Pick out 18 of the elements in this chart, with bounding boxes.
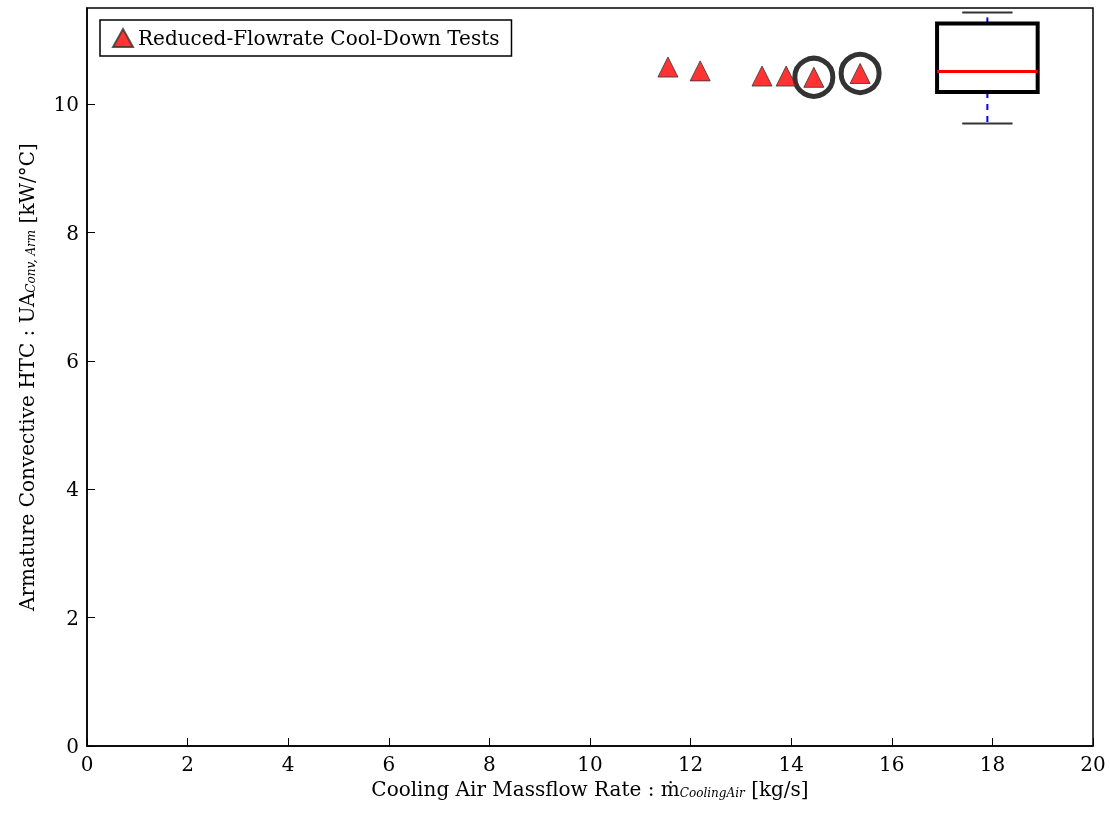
- x-tick-label: 14: [778, 752, 804, 776]
- y-tick-label: 10: [53, 92, 79, 117]
- x-tick-label: 4: [281, 752, 295, 776]
- x-tick-label: 10: [577, 752, 603, 776]
- x-tick-label: 16: [879, 752, 905, 776]
- x-axis-title: Cooling Air Massflow Rate : ṁCoolingAir [kg/s]: [371, 776, 809, 801]
- x-tick-label: 18: [979, 752, 1006, 776]
- y-tick-label: 8: [66, 220, 79, 245]
- x-tick-label: 6: [382, 752, 396, 776]
- y-tick-label: 2: [66, 605, 79, 630]
- legend-label: Reduced-Flowrate Cool-Down Tests: [138, 26, 500, 50]
- x-tick-label: 20: [1080, 752, 1106, 776]
- x-tick-label: 2: [181, 752, 194, 776]
- x-tick-label: 12: [677, 752, 704, 776]
- y-tick-label: 0: [66, 734, 79, 758]
- y-tick-label: 4: [66, 477, 79, 502]
- x-tick-label: 8: [483, 752, 496, 776]
- y-tick-label: 6: [66, 348, 79, 373]
